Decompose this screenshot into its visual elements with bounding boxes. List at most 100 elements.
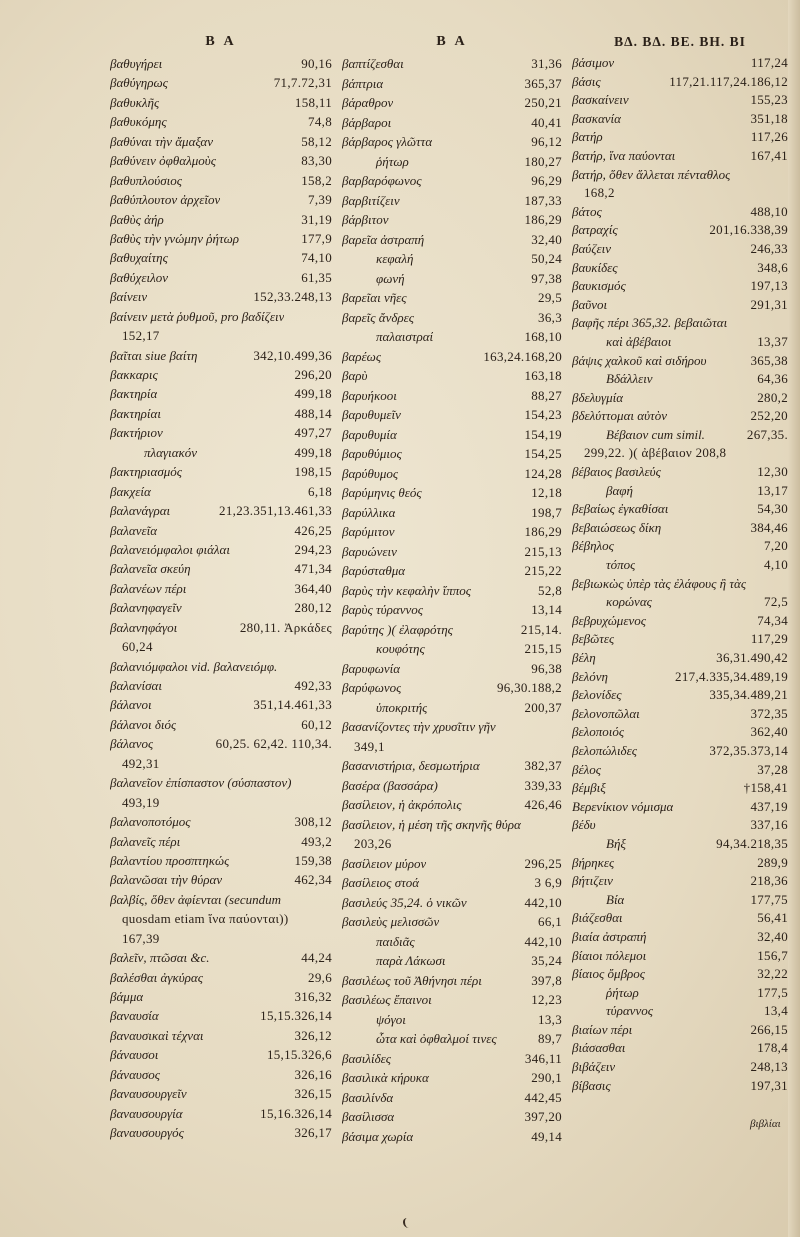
entry-term: βάσιμα χωρία <box>342 1128 414 1144</box>
index-entry: βιαίων πέρι 266,15 <box>572 1021 788 1040</box>
index-entry: βασκαίνειν 155,23 <box>572 91 788 110</box>
entry-reference: 52,8 <box>538 582 562 598</box>
entry-term: κορώνας <box>606 594 652 610</box>
entry-term: βαλέσθαι ἀγκύρας <box>110 969 204 985</box>
entry-reference: 12,18 <box>531 485 562 500</box>
index-entry: βάσιμον 117,24 <box>572 54 788 73</box>
entry-reference: 13,37 <box>757 333 788 349</box>
index-entry: βάσιμα χωρία 49,14 <box>342 1127 562 1147</box>
index-entry: βαναυσία 15,15.326,14 <box>110 1006 332 1025</box>
entry-term: παλαιστραί <box>376 329 434 344</box>
index-entry: βιάσασθαι 178,4 <box>572 1039 788 1058</box>
entry-term: βαρύτης )( ἐλαφρότης <box>342 621 453 637</box>
entry-reference: 198,15 <box>294 464 332 480</box>
entry-term: βαρυώνειν <box>342 543 397 559</box>
entry-reference: 493,2 <box>301 833 332 849</box>
entry-reference: 152,33.248,13 <box>253 289 332 305</box>
entry-reference: 397,8 <box>531 972 562 988</box>
index-entry: βασίλειον, ἡ ἀκρόπολις 426,46 <box>342 795 562 815</box>
entry-reference: 462,34 <box>294 872 332 888</box>
index-entry-continuation: 167,39 <box>110 929 332 948</box>
entry-reference: 66,1 <box>538 914 562 929</box>
index-entry: κουφότης 215,15 <box>342 639 562 659</box>
entry-term: βαρυθυμία <box>342 426 397 442</box>
entry-term: βαλανέων πέρι <box>110 580 187 596</box>
entry-reference: 94,34.218,35 <box>716 835 788 851</box>
index-entry: βαίνειν 152,33.248,13 <box>110 287 332 306</box>
index-entry: βαρύλλικα 198,7 <box>342 503 562 523</box>
entry-reference: 4,10 <box>764 557 788 573</box>
entry-reference: 96,38 <box>531 660 562 676</box>
entry-term: βεβαίως ἐγκαθίσαι <box>572 501 669 517</box>
entry-term: βαρὺς τύραννος <box>342 602 424 617</box>
index-entry: βασανίζοντες τὴν χρυσῖτιν γῆν <box>342 717 562 737</box>
entry-term: βαλαντίου προσπτηκώς <box>110 852 230 868</box>
entry-reference: 83,30 <box>301 153 332 169</box>
entry-reference: 365,38 <box>750 352 788 368</box>
index-entry: βακτηρίαι 488,14 <box>110 404 332 423</box>
entry-term: τύραννος <box>606 1003 653 1019</box>
index-entry: Βερενίκιον νόμισμα 437,19 <box>572 798 788 817</box>
index-entry-continuation: 299,22. )( ἀβέβαιον 208,8 <box>572 444 788 463</box>
entry-term: βαρεῖς ἄνδρες <box>342 309 415 325</box>
index-entry: βέλη 36,31.490,42 <box>572 649 788 668</box>
entry-reference: 21,23.351,13.461,33 <box>219 503 332 519</box>
entry-term: βάπτρια <box>342 75 384 91</box>
entry-term: βαρυήκοοι <box>342 387 397 403</box>
index-entry: παλαιστραί 168,10 <box>342 327 562 347</box>
index-entry: βελονοπῶλαι 372,35 <box>572 705 788 724</box>
entry-term: βιάζεσθαι <box>572 910 623 926</box>
entry-term: βαυκισμός <box>572 278 626 294</box>
index-entry: βαναυσουργεῖν 326,15 <box>110 1084 332 1103</box>
entry-term: κεφαλή <box>376 251 414 266</box>
entry-term: βασίλειον, ἡ μέση τῆς σκηνῆς θύρα <box>342 816 521 832</box>
entry-term: βέμβιξ <box>572 780 606 796</box>
index-entry: βασιλεύς 35,24. ὁ νικῶν 442,10 <box>342 893 562 913</box>
entry-term: βαθυκόμης <box>110 114 167 130</box>
index-entry: βαρυήκοοι 88,27 <box>342 386 562 406</box>
entry-reference: 346,11 <box>524 1050 562 1066</box>
entry-term: βαίνειν <box>110 289 148 305</box>
entry-term: βαυκίδες <box>572 259 618 275</box>
entry-reference: 397,20 <box>524 1109 562 1124</box>
entry-reference: 215,13 <box>524 543 562 559</box>
entry-reference: 12,30 <box>757 464 788 480</box>
index-entry: βαλανέων πέρι 364,40 <box>110 579 332 598</box>
entry-reference: 7,20 <box>764 538 788 554</box>
entry-reference: 89,7 <box>538 1031 562 1046</box>
entry-reference: 442,45 <box>524 1089 562 1105</box>
index-entry: βαρύμιτον 186,29 <box>342 522 562 542</box>
entry-term: βασιλικὰ κήρυκα <box>342 1070 429 1085</box>
index-entry: βίαιοι πόλεμοι 156,7 <box>572 947 788 966</box>
entry-reference: 215,14. <box>520 621 562 637</box>
index-entry: βασέρα (βασσάρα) 339,33 <box>342 776 562 796</box>
entry-reference: 60,12 <box>301 716 332 732</box>
entry-reference: 488,10 <box>750 203 788 219</box>
index-entry: πλαγιακόν 499,18 <box>110 443 332 462</box>
entry-term: βήτιζειν <box>572 873 613 889</box>
index-entry: βήρηκες 289,9 <box>572 854 788 873</box>
index-entry-continuation: 168,2 <box>572 184 788 203</box>
entry-term: βιαία ἀστραπή <box>572 928 647 944</box>
index-entry: βασιλίδες 346,11 <box>342 1049 562 1069</box>
index-entry: βιάζεσθαι 56,41 <box>572 909 788 928</box>
entry-reference: 197,13 <box>750 278 788 294</box>
index-entry: βάμμα 316,32 <box>110 987 332 1006</box>
entry-reference: 6,18 <box>308 483 332 499</box>
entry-term: βελονίδες <box>572 687 622 703</box>
index-column-3: ΒΔ. ΒΔ. ΒΕ. ΒΗ. ΒΙ βάσιμον 117,24 βάσις 117… <box>572 30 788 1095</box>
index-entry: βαρὺ 163,18 <box>342 366 562 386</box>
entry-reference: 158,2 <box>301 172 332 188</box>
entry-term: βαθυχαίτης <box>110 250 168 266</box>
index-entry: βαρεῖα ἀστραπή 32,40 <box>342 230 562 250</box>
entry-reference: 499,18 <box>294 386 332 402</box>
catchword: βιβλίαι <box>750 1118 781 1130</box>
entry-term: βαθύναι τὴν ἄμαξαν <box>110 133 214 149</box>
entry-term: βεβῶτες <box>572 631 615 647</box>
index-entry: βαθύχειλον 61,35 <box>110 268 332 287</box>
index-entry-continuation: 349,1 <box>342 737 562 757</box>
entry-term: βαπτίζεσθαι <box>342 56 404 71</box>
entry-reference: 250,21 <box>524 95 562 110</box>
index-entry: κεφαλή 50,24 <box>342 249 562 269</box>
index-entry: βδελύττομαι αὐτὸν 252,20 <box>572 407 788 426</box>
